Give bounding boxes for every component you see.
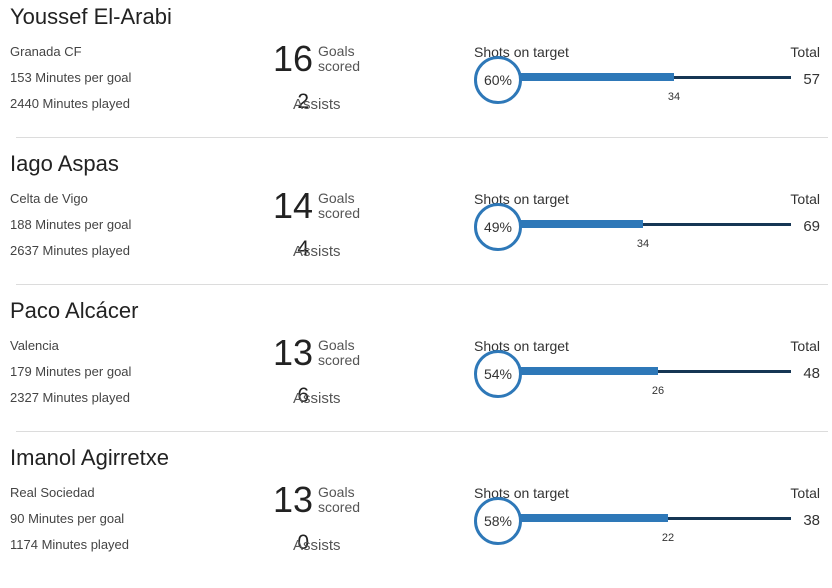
minutes-played: 2440 Minutes played [10, 96, 130, 111]
assists-label: Assists [293, 537, 341, 554]
total-shots-value: 48 [803, 365, 820, 382]
shots-on-target-value: 34 [667, 91, 681, 103]
total-shots-value: 69 [803, 218, 820, 235]
total-shots-value: 38 [803, 512, 820, 529]
shots-bar-track [500, 220, 791, 228]
assists-value: 2 [297, 90, 309, 113]
assists-label: Assists [293, 243, 341, 260]
assists-value: 6 [297, 384, 309, 407]
assists-label: Assists [293, 96, 341, 113]
divider [16, 431, 828, 432]
player-name: Iago Aspas [10, 151, 119, 176]
goals-value: 13 [272, 332, 313, 373]
player-name: Imanol Agirretxe [10, 445, 169, 470]
player-card: Iago Aspas Celta de Vigo 188 Minutes per g… [8, 147, 828, 294]
shots-on-target-bar [500, 367, 658, 375]
minutes-per-goal: 90 Minutes per goal [10, 511, 125, 526]
player-name: Youssef El-Arabi [10, 4, 172, 29]
goals-value: 16 [272, 38, 313, 79]
divider [16, 284, 828, 285]
accuracy-percent-circle: 54% [474, 350, 522, 398]
goals-label: Goals scored [318, 190, 361, 221]
accuracy-percent-circle: 58% [474, 497, 522, 545]
shots-bar-track [500, 367, 791, 375]
team-name: Real Sociedad [10, 485, 95, 500]
goals-value: 14 [272, 185, 313, 226]
shots-bar-track [500, 514, 791, 522]
minutes-per-goal: 188 Minutes per goal [10, 217, 132, 232]
minutes-played: 2637 Minutes played [10, 243, 130, 258]
total-label: Total [790, 338, 820, 354]
assists-value: 4 [297, 237, 309, 260]
minutes-played: 1174 Minutes played [10, 537, 130, 552]
minutes-played: 2327 Minutes played [10, 390, 130, 405]
player-card: Imanol Agirretxe Real Sociedad 90 Minutes … [8, 441, 820, 588]
player-name: Paco Alcácer [10, 298, 139, 323]
goals-label: Goals scored [318, 337, 361, 368]
shots-on-target-value: 26 [651, 385, 665, 397]
player-card: Youssef El-Arabi Granada CF 153 Minutes pe… [8, 0, 828, 147]
accuracy-percent-circle: 49% [474, 203, 522, 251]
total-shots-value: 57 [803, 71, 820, 88]
shots-on-target-bar [500, 514, 668, 522]
team-name: Valencia [10, 338, 59, 353]
divider [16, 137, 828, 138]
shots-on-target-value: 22 [661, 532, 675, 544]
goals-value: 13 [272, 479, 313, 520]
goals-label: Goals scored [318, 43, 361, 74]
shots-on-target-value: 34 [636, 238, 650, 250]
assists-label: Assists [293, 390, 341, 407]
shots-bar-track [500, 73, 791, 81]
total-label: Total [790, 485, 820, 501]
shots-on-target-bar [500, 220, 643, 228]
accuracy-percent-circle: 60% [474, 56, 522, 104]
minutes-per-goal: 179 Minutes per goal [10, 364, 132, 379]
goals-label: Goals scored [318, 484, 361, 515]
assists-value: 0 [297, 531, 309, 554]
total-label: Total [790, 44, 820, 60]
minutes-per-goal: 153 Minutes per goal [10, 70, 132, 85]
shots-on-target-bar [500, 73, 674, 81]
total-label: Total [790, 191, 820, 207]
team-name: Celta de Vigo [10, 191, 88, 206]
team-name: Granada CF [10, 44, 82, 59]
player-card: Paco Alcácer Valencia 179 Minutes per goal… [8, 294, 828, 441]
